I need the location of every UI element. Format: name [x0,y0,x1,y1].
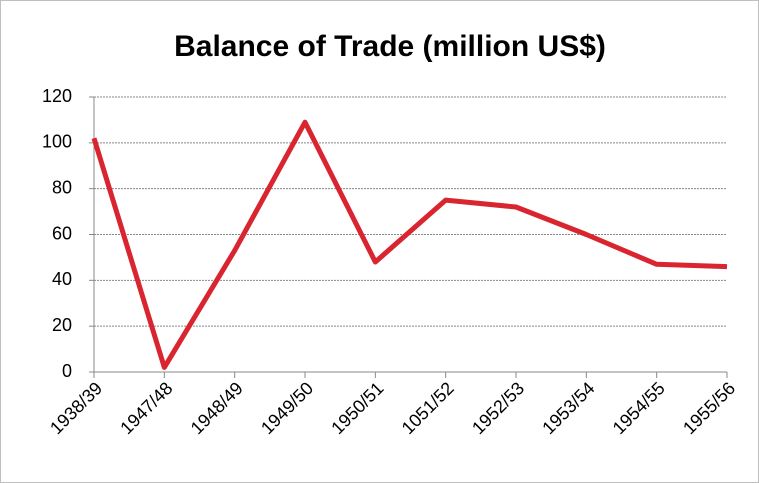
y-tick-label: 80 [52,177,72,197]
y-tick-label: 40 [52,269,72,289]
data-line [91,119,728,370]
y-tick-label: 120 [42,86,72,106]
y-tick-label: 20 [52,315,72,335]
y-tick-label: 60 [52,223,72,243]
chart-title: Balance of Trade (million US$) [174,30,606,63]
y-tick-label: 0 [62,361,72,381]
y-tick-label: 100 [42,132,72,152]
